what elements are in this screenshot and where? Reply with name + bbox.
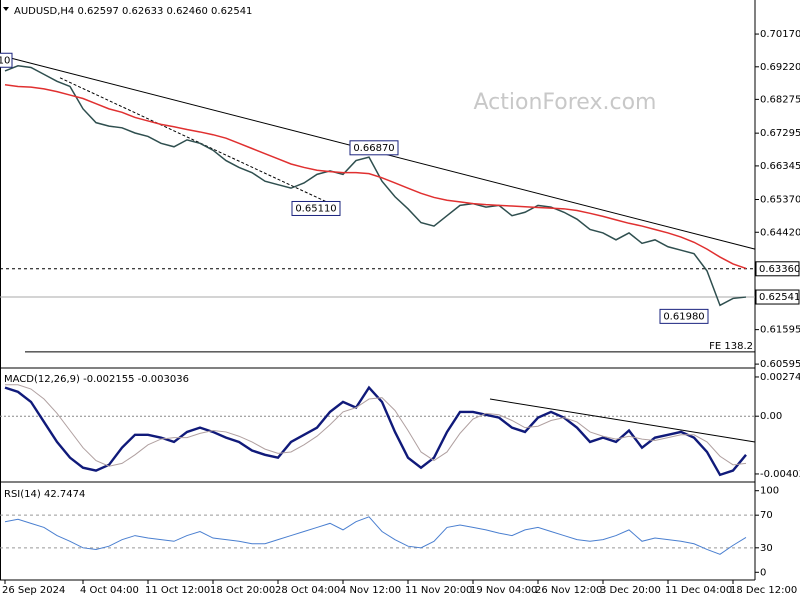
y-tick-label: 0.67295 [760, 128, 800, 139]
y-tick-label: -0.004037 [760, 469, 800, 480]
x-tick-label: 26 Sep 2024 [2, 585, 65, 596]
annotation-box [659, 308, 709, 324]
y-tick-label: 100 [760, 486, 779, 497]
trend-line [489, 398, 756, 443]
y-tick-label: 0.00 [760, 411, 782, 422]
watermark: ActionForex.com [474, 90, 657, 115]
y-tick-label: 70 [760, 510, 773, 521]
price-label: 0.62541 [759, 292, 800, 303]
panel-title: MACD(12,26,9) -0.002155 -0.003036 [4, 374, 189, 385]
series-line [5, 384, 747, 467]
annotation-box [0, 52, 13, 68]
panel-title: RSI(14) 42.7474 [4, 489, 85, 500]
x-tick-label: 11 Oct 12:00 [145, 585, 210, 596]
menu-arrow [3, 7, 9, 11]
panel-title: AUDUSD,H4 0.62597 0.62633 0.62460 0.6254… [14, 6, 252, 17]
y-tick-label: 0.64420 [760, 227, 800, 238]
x-tick-label: 18 Oct 20:00 [210, 585, 275, 596]
series-line [4, 385, 747, 477]
series-line [4, 64, 747, 307]
annotation-box [291, 200, 341, 216]
x-tick-label: 3 Dec 20:00 [600, 585, 661, 596]
x-tick-label: 28 Oct 04:00 [275, 585, 340, 596]
series-line [4, 83, 747, 270]
x-tick-label: 19 Nov 04:00 [470, 585, 537, 596]
y-tick-label: 0.002743 [760, 372, 800, 383]
annotation-box [349, 140, 399, 156]
x-tick-label: 26 Nov 12:00 [535, 585, 602, 596]
y-tick-label: 0.61595 [760, 325, 800, 336]
price-label-box [755, 261, 800, 277]
x-tick-label: 11 Dec 04:00 [665, 585, 732, 596]
price-label-box [755, 289, 800, 305]
y-tick-label: 0.65370 [760, 195, 800, 206]
annotation-label: 0.61980 [663, 311, 704, 322]
series-line [4, 516, 747, 555]
annotation-label: 10 [0, 55, 10, 66]
y-tick-label: 0.60595 [760, 359, 800, 370]
annotation-label: 0.66870 [353, 143, 394, 154]
x-tick-label: 4 Nov 12:00 [340, 585, 401, 596]
x-tick-label: 4 Oct 04:00 [80, 585, 139, 596]
x-tick-label: 11 Nov 20:00 [405, 585, 472, 596]
y-tick-label: 0.69220 [760, 62, 800, 73]
y-tick-label: 0.68275 [760, 94, 800, 105]
y-tick-label: 0 [760, 567, 766, 578]
fib-level-label: FE 138.2 [709, 341, 753, 352]
y-tick-label: 30 [760, 543, 773, 554]
y-tick-label: 0.70170 [760, 29, 800, 40]
annotation-label: 0.65110 [295, 203, 336, 214]
x-tick-label: 18 Dec 12:00 [730, 585, 797, 596]
y-tick-label: 0.66345 [760, 161, 800, 172]
price-label: 0.63360 [759, 264, 800, 275]
